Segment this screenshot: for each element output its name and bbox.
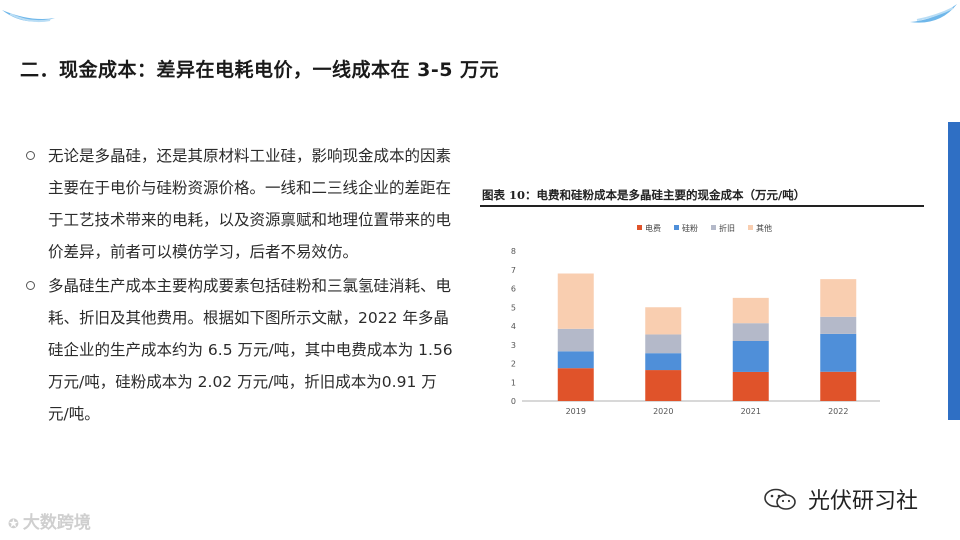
legend-swatch — [674, 225, 679, 230]
x-tick-label: 2020 — [653, 407, 673, 416]
bar-segment — [557, 273, 594, 329]
legend-label: 折旧 — [719, 223, 735, 233]
y-tick-label: 0 — [511, 397, 516, 406]
bar-segment — [732, 297, 769, 324]
bar-segment — [645, 370, 682, 401]
x-tick-label: 2021 — [741, 407, 761, 416]
bar-segment — [557, 351, 594, 369]
x-tick-label: 2019 — [566, 407, 586, 416]
legend-swatch — [711, 225, 716, 230]
bullet-item: 多晶硅生产成本主要构成要素包括硅粉和三氯氢硅消耗、电耗、折旧及其他费用。根据如下… — [26, 270, 456, 430]
bar-segment — [645, 334, 682, 354]
bullet-circle-icon — [26, 151, 35, 160]
bar-segment — [557, 368, 594, 401]
watermark-left: ✪ 大数跨境 — [8, 508, 91, 533]
bar-segment — [820, 279, 857, 317]
side-accent-bar — [948, 122, 960, 420]
y-tick-label: 6 — [511, 285, 516, 294]
bar-segment — [732, 323, 769, 341]
watermark-left-text: 大数跨境 — [22, 513, 91, 533]
y-tick-label: 3 — [511, 341, 516, 350]
y-tick-label: 2 — [511, 360, 516, 369]
watermark-right-text: 光伏研习社 — [808, 489, 919, 514]
page-title: 二．现金成本：差异在电耗电价，一线成本在 3-5 万元 — [20, 59, 500, 81]
figure-title: 图表 10：电费和硅粉成本是多晶硅主要的现金成本（万元/吨） — [482, 188, 806, 202]
legend-label: 硅粉 — [682, 223, 698, 233]
y-tick-label: 5 — [511, 303, 516, 312]
bullet-text: 无论是多晶硅，还是其原材料工业硅，影响现金成本的因素主要在于电价与硅粉资源价格。… — [48, 147, 452, 261]
legend-label: 其他 — [756, 223, 772, 233]
legend-label: 电费 — [645, 223, 661, 233]
legend-swatch — [748, 225, 753, 230]
watermark-logo-icon: ✪ — [8, 517, 19, 532]
bar-segment — [820, 333, 857, 372]
wechat-icon — [764, 488, 796, 510]
corner-swoosh-right — [910, 4, 957, 23]
y-tick-label: 8 — [511, 247, 516, 256]
watermark-right: 光伏研习社 — [808, 483, 918, 515]
x-tick-label: 2022 — [828, 407, 848, 416]
legend-swatch — [637, 225, 642, 230]
bullet-item: 无论是多晶硅，还是其原材料工业硅，影响现金成本的因素主要在于电价与硅粉资源价格。… — [26, 140, 456, 268]
bullet-list: 无论是多晶硅，还是其原材料工业硅，影响现金成本的因素主要在于电价与硅粉资源价格。… — [26, 140, 456, 432]
bullet-text: 多晶硅生产成本主要构成要素包括硅粉和三氯氢硅消耗、电耗、折旧及其他费用。根据如下… — [48, 277, 453, 423]
bar-segment — [645, 307, 682, 335]
y-tick-label: 7 — [511, 266, 516, 275]
bullet-circle-icon — [26, 281, 35, 290]
bar-segment — [645, 353, 682, 371]
y-tick-label: 4 — [511, 322, 516, 331]
stacked-bar-chart: 电费 硅粉 折旧 其他 0 1 2 3 4 5 6 7 8 2019 2020 2021 2022 — [511, 223, 880, 416]
bar-segment — [732, 341, 769, 372]
y-tick-label: 1 — [511, 378, 516, 387]
figure-title-rule — [480, 205, 924, 207]
bar-segment — [820, 371, 857, 401]
bar-segment — [557, 328, 594, 352]
corner-swoosh-left — [2, 10, 55, 23]
bar-segment — [732, 371, 769, 401]
bar-segment — [820, 316, 857, 334]
